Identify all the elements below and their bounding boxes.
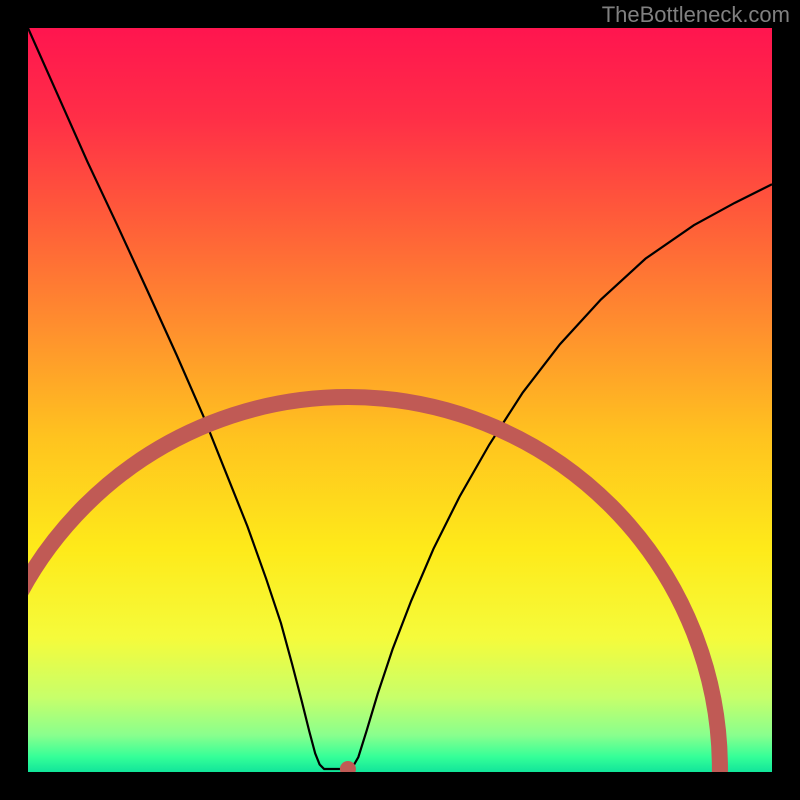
plot-area	[28, 28, 772, 772]
watermark-text: TheBottleneck.com	[602, 2, 790, 28]
plot-svg	[28, 28, 772, 772]
optimum-marker	[340, 761, 356, 772]
chart-frame: TheBottleneck.com	[0, 0, 800, 800]
